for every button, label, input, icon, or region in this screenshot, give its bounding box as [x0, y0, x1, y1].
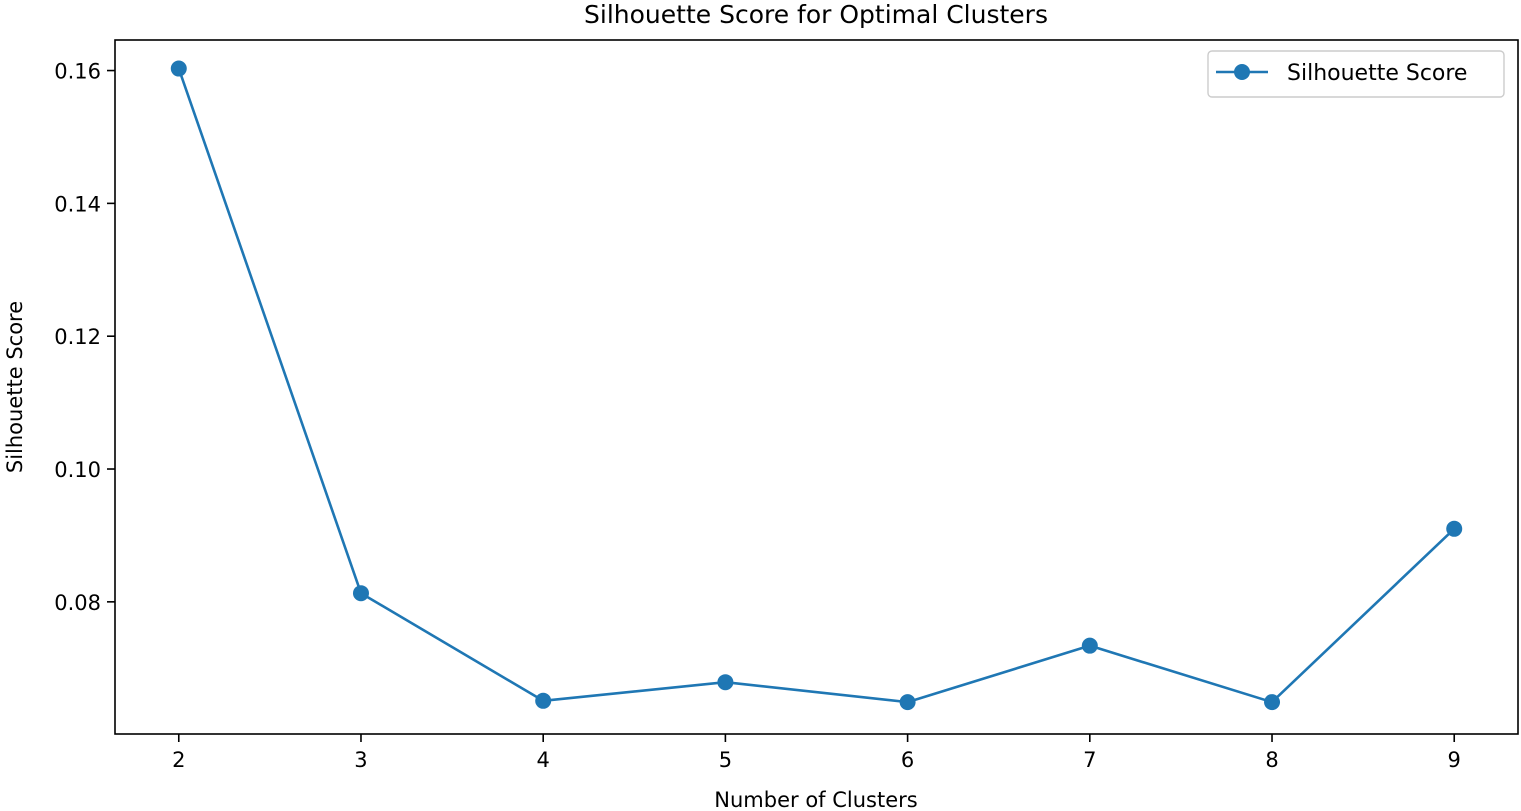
x-axis: 2 3 4 5 6 7 8 9 — [172, 734, 1461, 772]
legend: Silhouette Score — [1207, 50, 1505, 98]
y-tick-label: 0.14 — [54, 192, 101, 216]
x-tick-label: 9 — [1448, 748, 1461, 772]
y-tick-label: 0.12 — [54, 325, 101, 349]
data-point — [1081, 637, 1098, 654]
data-point — [1264, 694, 1281, 711]
x-tick-label: 6 — [901, 748, 914, 772]
data-point — [899, 694, 916, 711]
y-axis: 0.08 0.10 0.12 0.14 0.16 — [54, 60, 115, 615]
legend-label: Silhouette Score — [1287, 61, 1467, 86]
series-layer — [170, 60, 1463, 711]
x-tick-label: 7 — [1083, 748, 1096, 772]
data-point — [170, 60, 187, 77]
legend-circle-marker — [1234, 64, 1250, 80]
data-point — [1446, 520, 1463, 537]
x-tick-label: 3 — [354, 748, 367, 772]
y-tick-label: 0.08 — [54, 591, 101, 615]
y-tick-label: 0.10 — [54, 458, 101, 482]
x-axis-label: Number of Clusters — [714, 788, 917, 811]
x-tick-label: 2 — [172, 748, 185, 772]
data-point — [717, 674, 734, 691]
series-line — [177, 68, 1456, 704]
x-tick-label: 4 — [537, 748, 550, 772]
data-point — [352, 585, 369, 602]
plot-area-frame — [114, 39, 1519, 735]
data-point — [535, 692, 552, 709]
y-tick-label: 0.16 — [54, 60, 101, 84]
chart-title: Silhouette Score for Optimal Clusters — [584, 0, 1048, 29]
x-tick-label: 8 — [1265, 748, 1278, 772]
x-tick-label: 5 — [719, 748, 732, 772]
legend-frame — [1207, 50, 1505, 98]
y-axis-label: Silhouette Score — [3, 301, 27, 473]
